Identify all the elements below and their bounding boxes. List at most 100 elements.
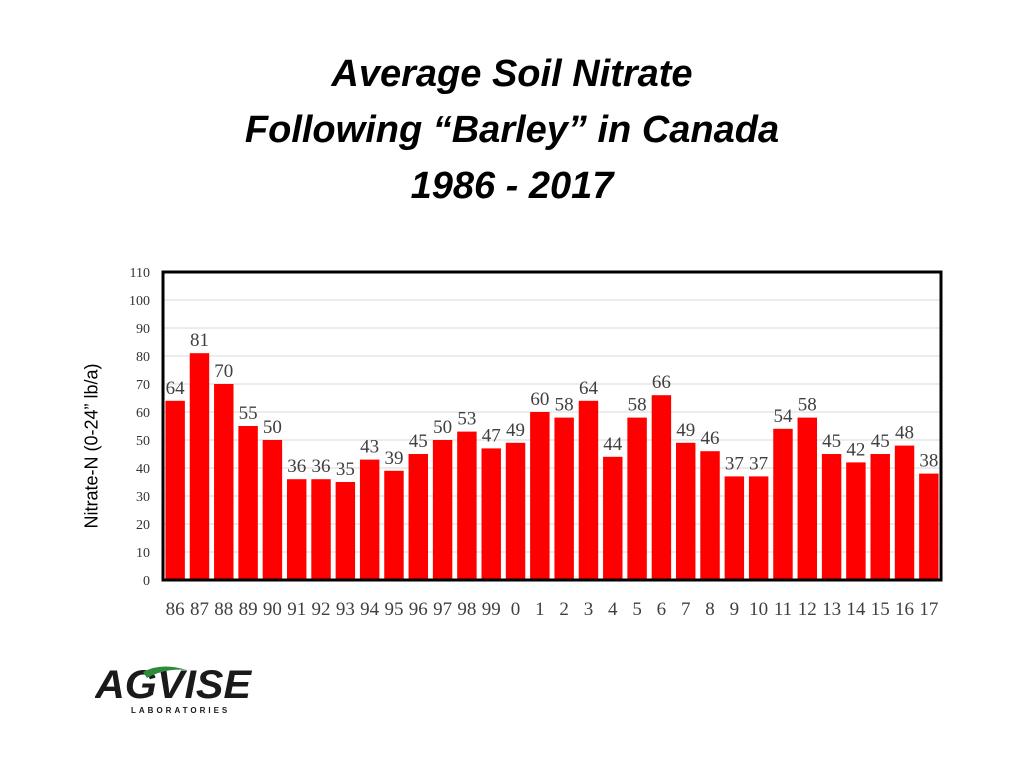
data-label: 60 bbox=[530, 389, 549, 410]
x-tick-label: 89 bbox=[239, 599, 258, 620]
data-label: 58 bbox=[798, 395, 817, 416]
chart-title: Average Soil Nitrate Following “Barley” … bbox=[0, 46, 1024, 214]
data-label: 45 bbox=[871, 431, 890, 452]
bar bbox=[335, 482, 356, 580]
x-tick-label: 12 bbox=[798, 599, 817, 620]
bar bbox=[554, 417, 574, 580]
x-tick-label: 94 bbox=[360, 599, 380, 620]
svg-text:LABORATORIES: LABORATORIES bbox=[131, 706, 230, 715]
data-label: 46 bbox=[701, 428, 720, 449]
plot-frame bbox=[161, 270, 943, 582]
bar bbox=[700, 451, 720, 580]
data-label: 49 bbox=[506, 420, 525, 441]
y-tick-label: 10 bbox=[136, 546, 150, 561]
bar bbox=[505, 442, 526, 580]
x-tick-label: 1 bbox=[535, 599, 545, 620]
bar bbox=[530, 412, 550, 580]
data-label: 58 bbox=[555, 395, 574, 416]
data-label: 45 bbox=[822, 431, 841, 452]
y-tick-label: 50 bbox=[136, 434, 150, 449]
x-tick-label: 13 bbox=[822, 599, 841, 620]
title-line-3: 1986 - 2017 bbox=[410, 165, 614, 207]
data-label: 37 bbox=[749, 453, 768, 474]
x-tick-label: 4 bbox=[608, 599, 618, 620]
data-label: 36 bbox=[287, 456, 306, 477]
logo-swoosh-icon bbox=[143, 666, 187, 678]
data-label: 43 bbox=[360, 437, 379, 458]
bar bbox=[870, 454, 890, 580]
bar bbox=[262, 440, 283, 580]
svg-text:AGVISE: AGVISE bbox=[95, 663, 252, 707]
bar bbox=[165, 400, 185, 580]
data-label: 81 bbox=[190, 330, 209, 351]
x-tick-label: 15 bbox=[871, 599, 890, 620]
x-tick-label: 2 bbox=[559, 599, 569, 620]
data-label: 53 bbox=[457, 409, 476, 430]
x-tick-label: 11 bbox=[774, 599, 792, 620]
x-tick-label: 95 bbox=[384, 599, 403, 620]
y-tick-label: 40 bbox=[136, 462, 150, 477]
y-tick-label: 100 bbox=[129, 294, 150, 309]
bar bbox=[238, 426, 258, 580]
data-label: 50 bbox=[433, 417, 452, 438]
bar bbox=[627, 417, 647, 580]
y-tick-label: 20 bbox=[136, 518, 150, 533]
data-label: 42 bbox=[846, 439, 865, 460]
data-label: 39 bbox=[384, 448, 403, 469]
bar bbox=[821, 454, 842, 580]
bar bbox=[481, 448, 501, 580]
x-tick-label: 16 bbox=[895, 599, 914, 620]
y-tick-label: 0 bbox=[143, 574, 150, 589]
x-tick-label: 98 bbox=[457, 599, 476, 620]
bar bbox=[797, 417, 818, 580]
x-tick-label: 87 bbox=[190, 599, 209, 620]
title-line-2: Following “Barley” in Canada bbox=[244, 109, 780, 151]
data-label: 64 bbox=[166, 378, 186, 399]
x-tick-label: 6 bbox=[657, 599, 667, 620]
x-tick-label: 8 bbox=[705, 599, 715, 620]
bar bbox=[311, 479, 331, 580]
bar bbox=[408, 454, 429, 580]
x-tick-label: 5 bbox=[632, 599, 642, 620]
bar bbox=[846, 462, 866, 580]
bar bbox=[578, 400, 599, 580]
bar bbox=[724, 476, 745, 580]
title-line-1: Average Soil Nitrate bbox=[331, 53, 693, 95]
bar bbox=[675, 442, 696, 580]
y-tick-label: 60 bbox=[136, 406, 150, 421]
bar bbox=[651, 395, 672, 580]
data-label: 48 bbox=[895, 423, 914, 444]
data-label: 58 bbox=[628, 395, 647, 416]
y-tick-label: 110 bbox=[130, 266, 150, 281]
x-tick-label: 93 bbox=[336, 599, 355, 620]
x-tick-label: 3 bbox=[584, 599, 594, 620]
data-label: 37 bbox=[725, 453, 744, 474]
x-tick-label: 86 bbox=[166, 599, 185, 620]
x-tick-label: 90 bbox=[263, 599, 282, 620]
data-label: 45 bbox=[409, 431, 428, 452]
x-tick-label: 97 bbox=[433, 599, 452, 620]
x-tick-label: 17 bbox=[919, 599, 938, 620]
x-tick-label: 92 bbox=[312, 599, 331, 620]
data-label: 55 bbox=[239, 403, 258, 424]
x-tick-label: 9 bbox=[730, 599, 740, 620]
bar bbox=[214, 384, 234, 580]
x-tick-label: 96 bbox=[409, 599, 428, 620]
y-axis-label: Nitrate-N (0-24” lb/a) bbox=[81, 363, 102, 529]
x-tick-label: 99 bbox=[482, 599, 501, 620]
y-tick-label: 80 bbox=[136, 350, 150, 365]
data-label: 64 bbox=[579, 378, 599, 399]
bar bbox=[384, 470, 404, 580]
data-label: 47 bbox=[482, 425, 501, 446]
x-tick-label: 7 bbox=[681, 599, 691, 620]
bar bbox=[286, 479, 307, 580]
x-tick-label: 0 bbox=[511, 599, 521, 620]
data-label: 70 bbox=[214, 361, 233, 382]
bar bbox=[359, 459, 380, 580]
bar bbox=[748, 476, 769, 580]
x-tick-label: 14 bbox=[846, 599, 866, 620]
bar bbox=[603, 456, 623, 580]
data-label: 36 bbox=[312, 456, 331, 477]
data-label: 50 bbox=[263, 417, 282, 438]
